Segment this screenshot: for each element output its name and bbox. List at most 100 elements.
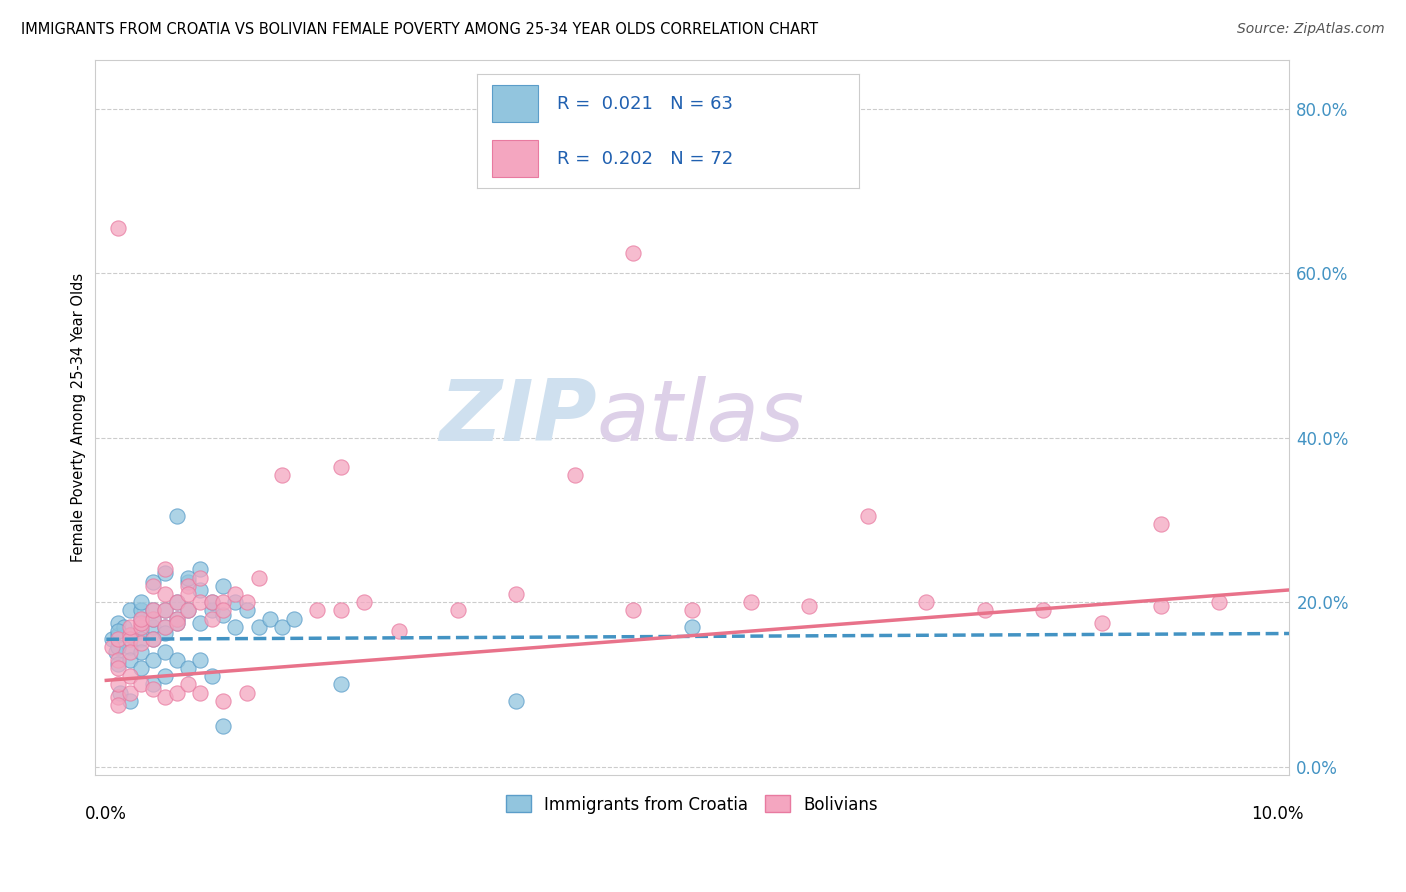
Point (142, 574, 165, 589)
Point (153, 625, 176, 640)
Point (118, 620, 141, 634)
Point (1091, 615, 1114, 630)
Point (329, 603, 352, 617)
Point (118, 628, 141, 642)
Point (142, 603, 165, 617)
Point (307, 603, 329, 617)
Point (142, 653, 165, 667)
Point (177, 603, 200, 617)
Point (224, 595, 246, 609)
Point (107, 221, 129, 235)
Point (353, 595, 375, 609)
Point (153, 644, 176, 658)
Point (107, 677, 129, 691)
Text: IMMIGRANTS FROM CROATIA VS BOLIVIAN FEMALE POVERTY AMONG 25-34 YEAR OLDS CORRELA: IMMIGRANTS FROM CROATIA VS BOLIVIAN FEMA… (21, 22, 818, 37)
Point (142, 632, 165, 647)
Point (153, 620, 176, 634)
Point (107, 628, 129, 642)
Point (329, 677, 352, 691)
Point (107, 640, 129, 655)
Point (153, 603, 176, 617)
Point (166, 508, 188, 523)
Point (142, 612, 165, 626)
Point (1149, 517, 1171, 532)
Point (856, 508, 879, 523)
Text: ZIP: ZIP (439, 376, 596, 458)
Point (681, 603, 703, 617)
Point (212, 694, 235, 708)
Point (188, 562, 211, 576)
Point (271, 467, 294, 482)
Point (142, 620, 165, 634)
Point (131, 624, 153, 638)
Point (131, 677, 153, 691)
Point (188, 582, 211, 597)
Point (166, 615, 188, 630)
Point (107, 615, 129, 630)
Point (166, 595, 188, 609)
Point (188, 595, 211, 609)
Point (153, 587, 176, 601)
Point (101, 632, 124, 647)
Point (142, 677, 165, 691)
Point (142, 603, 165, 617)
Point (110, 686, 132, 700)
Point (131, 612, 153, 626)
Point (283, 612, 305, 626)
Point (142, 681, 165, 696)
Point (107, 690, 129, 704)
Point (236, 595, 259, 609)
Point (201, 595, 224, 609)
Point (142, 579, 165, 593)
Point (623, 603, 645, 617)
Point (118, 669, 141, 683)
Text: 0.0%: 0.0% (86, 805, 127, 823)
Text: atlas: atlas (596, 376, 804, 458)
Point (166, 612, 188, 626)
Point (131, 636, 153, 650)
Point (118, 686, 141, 700)
Point (153, 562, 176, 576)
Point (212, 595, 235, 609)
Point (681, 620, 703, 634)
Point (153, 690, 176, 704)
Point (131, 661, 153, 675)
Point (166, 653, 188, 667)
Point (1208, 595, 1230, 609)
Point (973, 603, 995, 617)
Point (153, 566, 176, 581)
Point (201, 612, 224, 626)
Point (177, 603, 200, 617)
Point (118, 640, 141, 655)
Text: Source: ZipAtlas.com: Source: ZipAtlas.com (1237, 22, 1385, 37)
Point (329, 459, 352, 474)
Point (201, 603, 224, 617)
Point (101, 640, 124, 655)
Point (131, 620, 153, 634)
Point (107, 698, 129, 712)
Y-axis label: Female Poverty Among 25-34 Year Olds: Female Poverty Among 25-34 Year Olds (72, 273, 86, 562)
Point (236, 603, 259, 617)
Point (131, 612, 153, 626)
Point (131, 615, 153, 630)
Point (271, 620, 294, 634)
Point (740, 595, 762, 609)
Point (212, 718, 235, 732)
Point (153, 669, 176, 683)
Point (166, 686, 188, 700)
Point (153, 620, 176, 634)
Point (118, 632, 141, 647)
Point (153, 603, 176, 617)
Point (118, 628, 141, 642)
Point (142, 632, 165, 647)
Point (107, 657, 129, 671)
Point (188, 653, 211, 667)
Point (201, 595, 224, 609)
Legend: Immigrants from Croatia, Bolivians: Immigrants from Croatia, Bolivians (499, 789, 884, 821)
Point (107, 632, 129, 647)
Point (107, 661, 129, 675)
Point (247, 620, 270, 634)
Point (447, 603, 470, 617)
Point (212, 607, 235, 622)
Point (166, 615, 188, 630)
